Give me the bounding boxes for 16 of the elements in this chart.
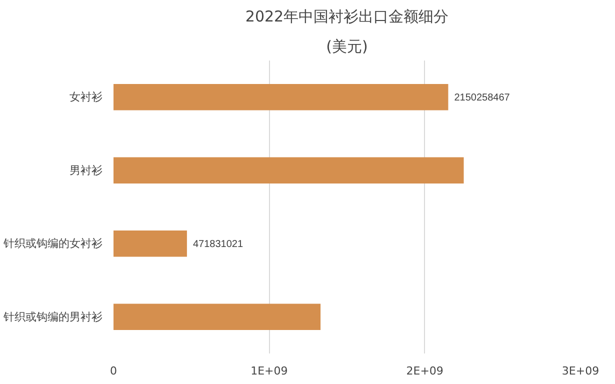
x-tick-label: 1E+09: [250, 364, 288, 378]
y-tick-label: 针织或钩编的女衬衫: [2, 237, 102, 250]
bar: [114, 304, 321, 330]
chart-title: 2022年中国衬衫出口金额细分: [245, 8, 449, 26]
bar: [114, 157, 464, 184]
x-tick-label: 2E+09: [406, 364, 444, 378]
y-tick-label: 男衬衫: [70, 164, 102, 177]
x-tick-label: 3E+09: [562, 364, 600, 378]
bar: [114, 230, 187, 257]
bar: [114, 84, 448, 110]
data-label: 471831021: [192, 239, 244, 250]
data-label: 2150258467: [454, 92, 510, 104]
x-tick-label: 0: [110, 364, 117, 378]
y-tick-label: 针织或钩编的男衬衫: [2, 310, 102, 324]
chart-subtitle: (美元): [326, 38, 368, 56]
y-tick-label: 女衬衫: [70, 90, 102, 104]
